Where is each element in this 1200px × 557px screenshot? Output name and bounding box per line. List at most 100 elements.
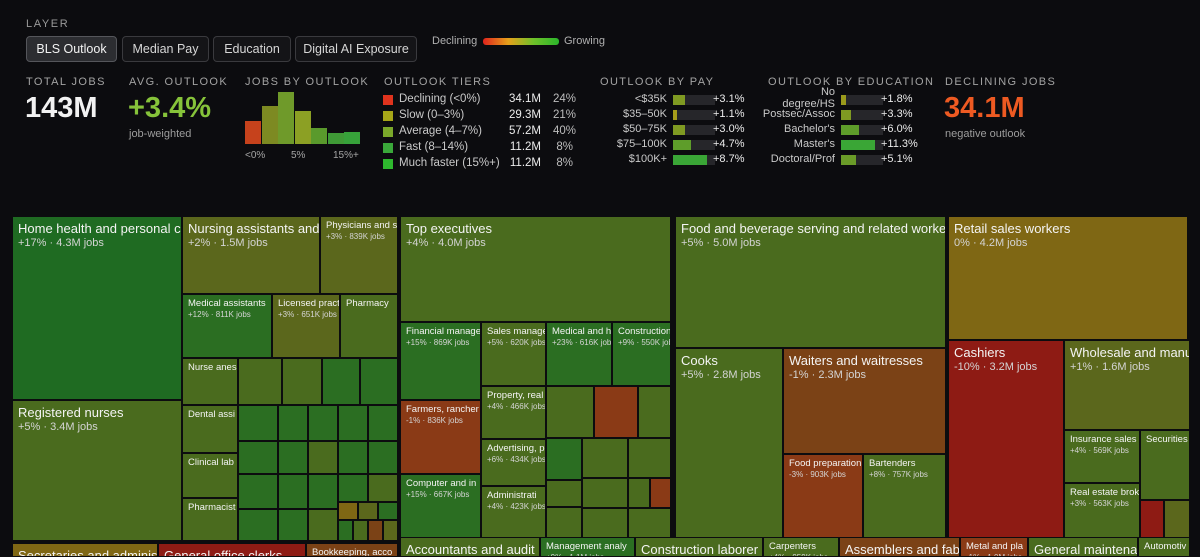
treemap-cell[interactable] (338, 405, 368, 441)
treemap-cell[interactable] (628, 478, 650, 508)
treemap-cell[interactable] (322, 358, 360, 405)
treemap-cell[interactable] (278, 441, 308, 474)
treemap-cell[interactable] (238, 474, 278, 509)
treemap-cell[interactable]: Construction laborer (635, 537, 763, 557)
treemap-cell[interactable] (238, 358, 282, 405)
treemap-cell[interactable]: Registered nurses +5% · 3.4M jobs (12, 400, 182, 541)
treemap-cell[interactable]: Home health and personal c +17% · 4.3M jo… (12, 216, 182, 400)
treemap-cell[interactable]: Metal and pla-1% · 1.0M jobs (960, 537, 1028, 557)
treemap-cell[interactable]: General maintenanc+4% · 1.5M jobs (1028, 537, 1138, 557)
treemap-cell[interactable] (238, 509, 278, 541)
treemap-cell[interactable] (308, 441, 338, 474)
declining-jobs-title: DECLINING JOBS (945, 76, 1057, 88)
treemap-cell-title: Home health and personal c (18, 221, 181, 236)
treemap-cell[interactable] (278, 405, 308, 441)
treemap-cell[interactable]: Management analy+9% · 1.1M jobs (540, 537, 635, 557)
treemap-cell[interactable]: Automotiv (1138, 537, 1190, 557)
treemap-cell[interactable]: Real estate brok +3% · 563K jobs (1064, 483, 1140, 541)
treemap-cell[interactable]: Cashiers -10% · 3.2M jobs (948, 340, 1064, 541)
treemap-cell[interactable] (546, 480, 582, 507)
treemap-cell[interactable] (582, 478, 628, 508)
treemap-cell[interactable]: Food preparation -3% · 903K jobs (783, 454, 863, 541)
treemap-cell[interactable] (368, 405, 398, 441)
treemap-cell[interactable]: Secretaries and adminis (12, 543, 158, 557)
treemap-cell[interactable]: Construction+9% · 550K jobs (612, 322, 671, 386)
treemap-cell[interactable]: Bartenders +8% · 757K jobs (863, 454, 946, 541)
pay-bar-fill (673, 95, 685, 105)
treemap-cell[interactable] (238, 441, 278, 474)
treemap-cell[interactable] (368, 520, 383, 541)
legend-gradient (483, 38, 559, 45)
treemap-cell[interactable]: Medical and h +23% · 616K jobs (546, 322, 612, 386)
treemap-cell[interactable] (368, 441, 398, 474)
treemap-cell[interactable] (360, 358, 398, 405)
tier-name: Much faster (15%+) (399, 157, 500, 169)
treemap-cell[interactable] (358, 502, 378, 520)
treemap-cell[interactable]: Pharmacist (182, 498, 238, 541)
treemap-cell[interactable] (628, 438, 671, 478)
treemap-cell[interactable]: Waiters and waitresses -1% · 2.3M jobs (783, 348, 946, 454)
treemap-cell[interactable] (308, 474, 338, 509)
treemap-cell-title: Securities (1146, 434, 1188, 445)
treemap-cell[interactable]: Carpenters+4% · 959K jobs (763, 537, 839, 557)
treemap-cell[interactable]: Accountants and audit (400, 537, 540, 557)
treemap-cell[interactable]: Nursing assistants and +2% · 1.5M jobs (182, 216, 320, 294)
treemap-cell[interactable] (1140, 500, 1164, 541)
tab-digital-ai-exposure[interactable]: Digital AI Exposure (295, 36, 417, 62)
treemap-cell[interactable] (308, 405, 338, 441)
treemap-cell[interactable]: Farmers, rancher -1% · 836K jobs (400, 400, 481, 474)
treemap-cell[interactable] (353, 520, 368, 541)
pay-value: +8.7% (713, 153, 745, 165)
treemap-cell[interactable] (546, 507, 582, 541)
treemap-cell[interactable] (368, 474, 398, 502)
treemap-cell[interactable]: Licensed pract +3% · 651K jobs (272, 294, 340, 358)
treemap-cell[interactable]: Computer and in +15% · 667K jobs (400, 474, 481, 541)
treemap-cell[interactable] (338, 474, 368, 502)
treemap-cell[interactable]: Food and beverage serving and related wo… (675, 216, 946, 348)
treemap-cell[interactable]: Pharmacy (340, 294, 398, 358)
treemap-cell[interactable] (650, 478, 671, 508)
treemap-cell[interactable] (278, 474, 308, 509)
treemap-cell[interactable]: Bookkeeping, acco (306, 543, 398, 557)
tab-median-pay[interactable]: Median Pay (122, 36, 209, 62)
treemap-cell[interactable]: Dental assi (182, 405, 238, 453)
treemap-cell[interactable] (546, 438, 582, 480)
treemap-cell[interactable] (338, 502, 358, 520)
treemap-cell[interactable]: Insurance sales +4% · 569K jobs (1064, 430, 1140, 483)
treemap-cell[interactable] (282, 358, 322, 405)
treemap-cell[interactable]: Clinical lab (182, 453, 238, 498)
treemap-cell[interactable]: Nurse anes (182, 358, 238, 405)
treemap-cell[interactable]: Cooks +5% · 2.8M jobs (675, 348, 783, 541)
treemap-cell[interactable]: Advertising, p +6% · 434K jobs (481, 439, 546, 486)
treemap-cell[interactable] (638, 386, 671, 438)
treemap-cell[interactable] (1164, 500, 1190, 541)
treemap-cell[interactable]: Administrati +4% · 423K jobs (481, 486, 546, 541)
treemap-cell[interactable] (383, 520, 398, 541)
treemap-cell[interactable]: Top executives +4% · 4.0M jobs (400, 216, 671, 322)
treemap-cell[interactable] (278, 509, 308, 541)
treemap-cell[interactable]: Retail sales workers 0% · 4.2M jobs (948, 216, 1188, 340)
treemap-cell[interactable]: Assemblers and fab (839, 537, 960, 557)
treemap-cell-subtitle: -1% · 1.0M jobs (966, 553, 1022, 556)
treemap-cell[interactable]: General office clerks (158, 543, 306, 557)
tab-bls-outlook[interactable]: BLS Outlook (26, 36, 117, 62)
treemap-cell[interactable]: Sales manage +5% · 620K jobs (481, 322, 546, 386)
treemap-cell[interactable] (338, 520, 353, 541)
treemap-cell[interactable]: Wholesale and manu +1% · 1.6M jobs (1064, 340, 1190, 430)
treemap-cell[interactable] (378, 502, 398, 520)
treemap-cell[interactable] (238, 405, 278, 441)
treemap-cell[interactable]: Property, real +4% · 466K jobs (481, 386, 546, 439)
treemap-cell[interactable]: Physicians and s +3% · 839K jobs (320, 216, 398, 294)
treemap-cell[interactable]: Financial manage +15% · 869K jobs (400, 322, 481, 400)
edu-bar-track (841, 140, 883, 150)
treemap-cell[interactable]: Medical assistants +12% · 811K jobs (182, 294, 272, 358)
pay-label: $100K+ (628, 153, 667, 165)
treemap-cell[interactable] (582, 438, 628, 478)
tab-education[interactable]: Education (213, 36, 291, 62)
treemap-cell[interactable] (308, 509, 338, 541)
treemap-cell[interactable] (546, 386, 594, 438)
treemap-cell[interactable] (338, 441, 368, 474)
treemap-cell[interactable]: Securities (1140, 430, 1190, 500)
treemap-cell[interactable] (594, 386, 638, 438)
treemap-cell-subtitle: +4% · 4.0M jobs (406, 237, 486, 249)
